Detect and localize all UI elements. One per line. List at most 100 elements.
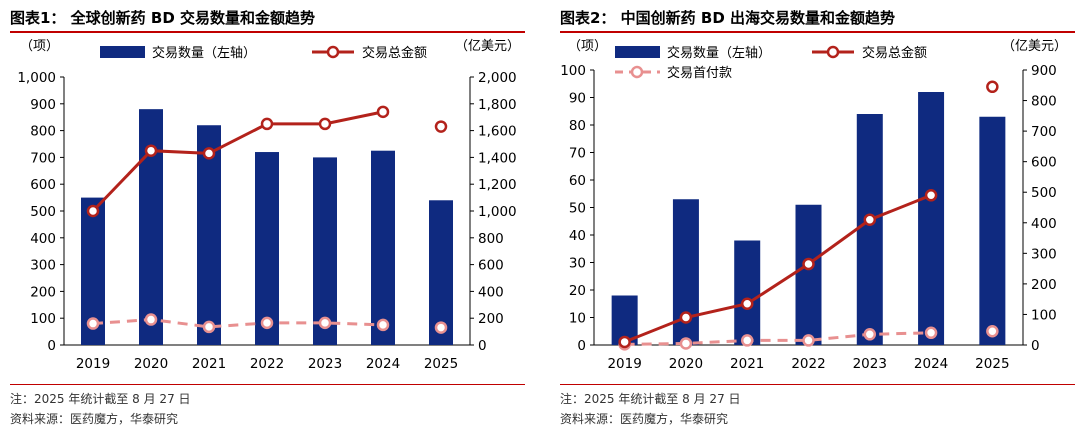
footer-divider <box>10 384 525 385</box>
chart-note: 注：2025 年统计截至 8 月 27 日 <box>10 392 191 406</box>
upfront-point <box>863 328 877 341</box>
x-tick-label: 2022 <box>250 356 284 372</box>
total-line <box>91 110 384 213</box>
right-tick-label: 100 <box>1031 307 1057 323</box>
right-tick-label: 600 <box>478 258 504 274</box>
left-tick-label: 50 <box>569 201 586 217</box>
right-tick-label: 400 <box>478 284 504 300</box>
chart-title: 图表2： 中国创新药 BD 出海交易数量和金额趋势 <box>560 9 895 27</box>
right-tick-label: 1,400 <box>478 150 517 166</box>
left-tick-label: 400 <box>30 231 56 247</box>
right-tick-label: 2,000 <box>478 70 517 86</box>
legend-swatch-bar <box>100 46 145 58</box>
left-tick-label: 200 <box>30 284 56 300</box>
bar <box>734 240 761 345</box>
right-tick-label: 0 <box>1031 338 1040 354</box>
total-point <box>740 297 754 310</box>
legend-label: 交易数量（左轴） <box>667 45 771 61</box>
left-tick-label: 40 <box>569 228 586 244</box>
left-tick-label: 70 <box>569 146 586 162</box>
x-tick-label: 2024 <box>366 356 400 372</box>
bar <box>856 114 883 345</box>
total-point <box>618 335 631 349</box>
x-tick-label: 2021 <box>192 356 226 372</box>
left-tick-label: 20 <box>569 283 586 299</box>
left-tick-label: 300 <box>30 258 56 274</box>
left-tick-label: 700 <box>30 150 56 166</box>
legend-label: 交易总金额 <box>362 45 427 61</box>
x-tick-label: 2023 <box>308 356 342 372</box>
total-point <box>679 311 693 324</box>
legend-marker-total <box>326 45 340 59</box>
upfront-line <box>92 318 384 329</box>
chart-svg: 1,000 900 800 700 600 500 400 300 200 100 0 2,000 1,… <box>17 39 520 372</box>
x-tick-label: 2025 <box>975 356 1009 372</box>
upfront-point <box>144 313 158 326</box>
x-tick-label: 2023 <box>853 356 887 372</box>
upfront-point <box>260 316 274 330</box>
left-tick-label: 800 <box>30 124 56 140</box>
left-tick-label: 90 <box>569 91 586 107</box>
left-tick-label: 500 <box>30 204 56 220</box>
legend-label: 交易首付款 <box>667 65 732 81</box>
upfront-point <box>202 320 216 334</box>
upfront-point <box>318 316 332 330</box>
legend-marker-upfront <box>630 65 644 79</box>
x-tick-label: 2025 <box>424 356 458 372</box>
right-tick-label: 1,600 <box>478 124 517 140</box>
right-tick-label: 400 <box>1031 216 1057 232</box>
right-tick-label: 1,200 <box>478 177 517 193</box>
right-tick-label: 1,800 <box>478 97 517 113</box>
upfront-point <box>434 321 448 334</box>
left-axis-unit: （项） <box>20 39 59 54</box>
bar <box>255 152 279 345</box>
total-point <box>144 144 158 157</box>
left-tick-label: 900 <box>30 97 56 113</box>
footer-divider <box>560 384 1075 385</box>
left-tick-label: 0 <box>47 338 56 354</box>
chart-svg: 1009080706050403020100900800700600500400… <box>560 39 1067 372</box>
left-tick-label: 60 <box>569 173 586 189</box>
title-divider <box>10 31 525 33</box>
x-tick-label: 2022 <box>791 356 825 372</box>
right-tick-label: 600 <box>1031 155 1057 171</box>
left-tick-label: 30 <box>569 256 586 272</box>
total-point <box>86 204 100 218</box>
chart-source: 资料来源：医药魔方，华泰研究 <box>560 412 729 426</box>
x-tick-label: 2020 <box>669 356 703 372</box>
chart-note: 注：2025 年统计截至 8 月 27 日 <box>560 392 741 406</box>
right-tick-label: 900 <box>1031 63 1057 79</box>
total-point <box>986 80 999 94</box>
x-tick-label: 2019 <box>76 356 110 372</box>
total-point <box>434 120 448 133</box>
x-tick-label: 2024 <box>914 356 948 372</box>
right-tick-label: 800 <box>1031 94 1057 110</box>
x-tick-label: 2020 <box>134 356 168 372</box>
upfront-point <box>802 334 815 347</box>
total-point <box>202 147 216 160</box>
legend-label: 交易数量（左轴） <box>152 45 256 61</box>
total-point <box>318 117 332 131</box>
x-tick-label: 2021 <box>730 356 764 372</box>
total-point <box>260 117 274 131</box>
chart-source: 资料来源：医药魔方，华泰研究 <box>10 412 179 426</box>
right-tick-label: 1,000 <box>478 204 517 220</box>
left-tick-label: 10 <box>569 311 586 327</box>
right-tick-label: 700 <box>1031 124 1057 140</box>
right-tick-label: 500 <box>1031 185 1057 201</box>
left-tick-label: 1,000 <box>17 70 56 86</box>
left-tick-label: 100 <box>560 63 586 79</box>
legend-label: 交易总金额 <box>862 45 927 61</box>
total-point <box>924 189 938 202</box>
bar <box>918 92 945 345</box>
left-tick-label: 80 <box>569 118 586 134</box>
right-tick-label: 200 <box>1031 277 1057 293</box>
legend-swatch-bar <box>615 46 660 58</box>
left-axis-unit: （项） <box>568 39 607 54</box>
bar <box>795 204 822 345</box>
upfront-point <box>986 325 999 338</box>
upfront-point <box>86 317 100 330</box>
legend-marker-total <box>826 45 840 59</box>
bar <box>371 150 395 345</box>
upfront-point <box>740 334 754 347</box>
